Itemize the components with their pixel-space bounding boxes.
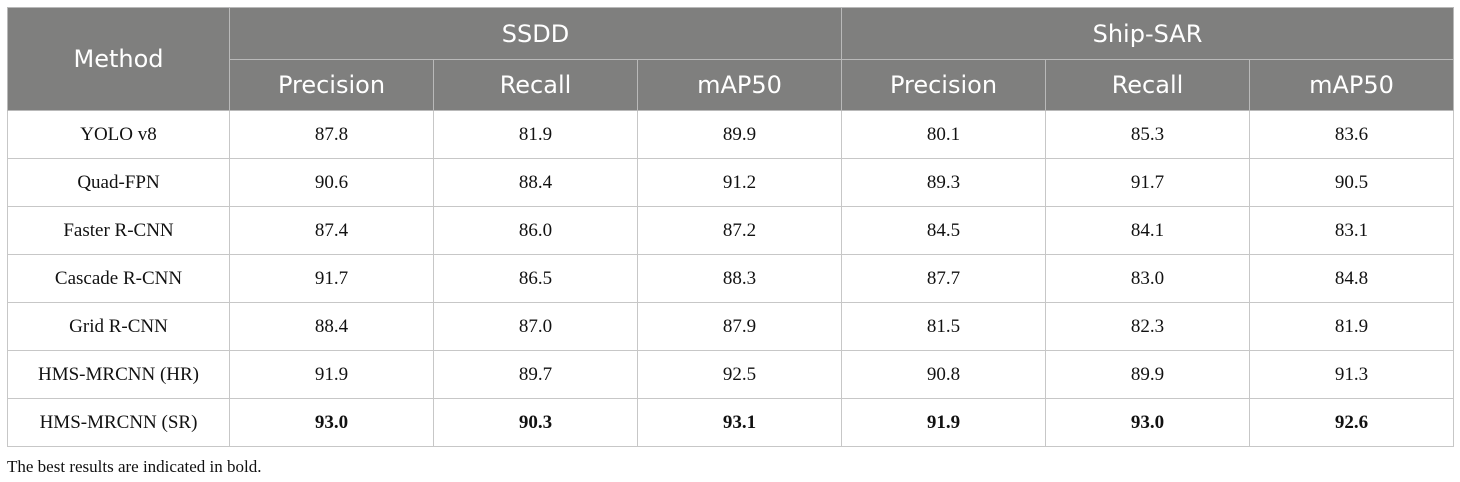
table-row: YOLO v8 87.8 81.9 89.9 80.1 85.3 83.6	[7, 110, 1455, 159]
table-header: Method SSDD Ship-SAR Precision Recall mA…	[7, 7, 1455, 111]
method-cell: Cascade R-CNN	[7, 254, 230, 303]
value-cell: 91.2	[637, 158, 842, 207]
value-cell: 90.5	[1248, 158, 1455, 207]
value-cell: 81.9	[1248, 302, 1455, 351]
value-cell: 87.0	[433, 302, 638, 351]
value-cell: 85.3	[1045, 110, 1250, 159]
value-cell: 89.9	[1045, 350, 1250, 399]
value-cell: 88.4	[229, 302, 434, 351]
value-cell: 91.9	[229, 350, 434, 399]
table-footnote: The best results are indicated in bold.	[7, 457, 262, 476]
value-cell: 91.7	[1045, 158, 1250, 207]
value-cell: 88.4	[433, 158, 638, 207]
metric-header-shipsar-precision: Precision	[841, 59, 1046, 111]
table-row: Faster R-CNN 87.4 86.0 87.2 84.5 84.1 83.1	[7, 206, 1455, 255]
results-table: Method SSDD Ship-SAR Precision Recall mA…	[7, 7, 1455, 447]
value-cell: 82.3	[1045, 302, 1250, 351]
method-cell: HMS-MRCNN (HR)	[7, 350, 230, 399]
table-body: YOLO v8 87.8 81.9 89.9 80.1 85.3 83.6 Quad-FPN 9…	[7, 110, 1455, 447]
metric-header-ssdd-precision: Precision	[229, 59, 434, 111]
group-header-ship-sar: Ship-SAR	[840, 7, 1455, 60]
value-cell: 89.7	[433, 350, 638, 399]
value-cell: 87.9	[637, 302, 842, 351]
value-cell: 84.5	[841, 206, 1046, 255]
value-cell: 87.8	[229, 110, 434, 159]
value-cell: 91.7	[229, 254, 434, 303]
value-cell: 93.0	[229, 398, 434, 447]
table-row: Cascade R-CNN 91.7 86.5 88.3 87.7 83.0 84.8	[7, 254, 1455, 303]
value-cell: 84.1	[1045, 206, 1250, 255]
value-cell: 89.9	[637, 110, 842, 159]
method-cell: Faster R-CNN	[7, 206, 230, 255]
method-cell: HMS-MRCNN (SR)	[7, 398, 230, 447]
table-row: Grid R-CNN 88.4 87.0 87.9 81.5 82.3 81.9	[7, 302, 1455, 351]
value-cell: 89.3	[841, 158, 1046, 207]
value-cell: 92.5	[637, 350, 842, 399]
value-cell: 90.3	[433, 398, 638, 447]
table-row: HMS-MRCNN (HR) 91.9 89.7 92.5 90.8 89.9 91.3	[7, 350, 1455, 399]
value-cell: 83.6	[1248, 110, 1455, 159]
method-header: Method	[7, 7, 230, 111]
value-cell: 91.9	[841, 398, 1046, 447]
metric-header-ssdd-map50: mAP50	[637, 59, 842, 111]
value-cell: 83.1	[1248, 206, 1455, 255]
metric-header-shipsar-recall: Recall	[1045, 59, 1250, 111]
value-cell: 91.3	[1248, 350, 1455, 399]
value-cell: 90.6	[229, 158, 434, 207]
value-cell: 90.8	[841, 350, 1046, 399]
value-cell: 88.3	[637, 254, 842, 303]
value-cell: 84.8	[1248, 254, 1455, 303]
group-header-ssdd: SSDD	[229, 7, 842, 60]
method-cell: Grid R-CNN	[7, 302, 230, 351]
method-cell: YOLO v8	[7, 110, 230, 159]
value-cell: 87.2	[637, 206, 842, 255]
header-row-groups: Method SSDD Ship-SAR	[7, 7, 1455, 111]
value-cell: 93.0	[1045, 398, 1250, 447]
value-cell: 87.4	[229, 206, 434, 255]
table-row: HMS-MRCNN (SR) 93.0 90.3 93.1 91.9 93.0 92.6	[7, 398, 1455, 447]
results-table-container: Method SSDD Ship-SAR Precision Recall mA…	[7, 7, 1455, 447]
method-cell: Quad-FPN	[7, 158, 230, 207]
value-cell: 83.0	[1045, 254, 1250, 303]
value-cell: 86.5	[433, 254, 638, 303]
value-cell: 92.6	[1248, 398, 1455, 447]
value-cell: 81.5	[841, 302, 1046, 351]
value-cell: 80.1	[841, 110, 1046, 159]
metric-header-shipsar-map50: mAP50	[1248, 59, 1455, 111]
value-cell: 87.7	[841, 254, 1046, 303]
table-row: Quad-FPN 90.6 88.4 91.2 89.3 91.7 90.5	[7, 158, 1455, 207]
value-cell: 86.0	[433, 206, 638, 255]
header-row-metrics: Precision Recall mAP50 Precision Recall …	[8, 59, 1455, 111]
metric-header-ssdd-recall: Recall	[433, 59, 638, 111]
value-cell: 93.1	[637, 398, 842, 447]
value-cell: 81.9	[433, 110, 638, 159]
